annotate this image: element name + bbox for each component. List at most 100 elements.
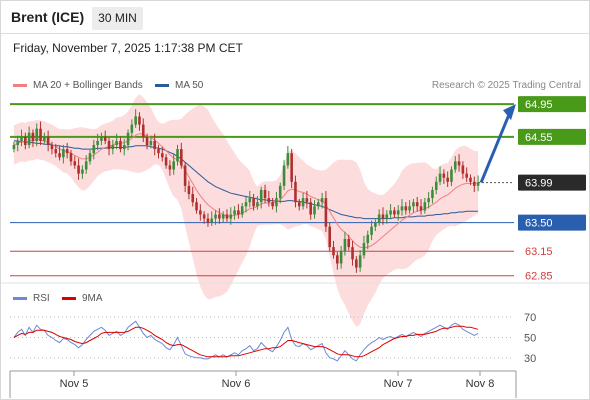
candle-body — [218, 214, 221, 219]
candle-body — [168, 165, 172, 170]
candle-body — [400, 206, 404, 211]
candle-body — [31, 132, 35, 141]
rsi-tick-30: 30 — [524, 353, 536, 365]
level-label-63.15: 63.15 — [525, 246, 553, 258]
candle-body — [69, 153, 73, 162]
candle-body — [472, 181, 476, 186]
candle-body — [336, 255, 339, 264]
candle-body — [278, 185, 282, 199]
candle-body — [115, 140, 118, 146]
candle-body — [138, 116, 141, 125]
candle-body — [153, 140, 156, 150]
candle-body — [237, 210, 240, 215]
rsi-legend-rsi: RSI — [13, 293, 50, 304]
candle-body — [180, 149, 183, 166]
candle-body — [275, 198, 278, 207]
candle-body — [290, 153, 293, 182]
candle-body — [199, 210, 202, 215]
level-label-62.85: 62.85 — [525, 271, 553, 283]
candle-body — [358, 255, 362, 268]
forecast-arrowhead — [503, 104, 516, 121]
candles-group — [12, 109, 480, 273]
candle-body — [389, 210, 392, 215]
candle-body — [476, 182, 480, 186]
candle-body — [453, 161, 457, 170]
candle-body — [374, 222, 377, 227]
candle-body — [35, 128, 39, 141]
candle-body — [434, 181, 438, 190]
candle-body — [415, 202, 419, 207]
candle-body — [412, 202, 415, 207]
candle-body — [256, 202, 259, 207]
candle-body — [393, 210, 396, 215]
candle-body — [233, 210, 236, 215]
candle-body — [446, 177, 449, 182]
candle-body — [248, 198, 252, 203]
candle-body — [457, 161, 461, 166]
rsi-legend-rsi-label: RSI — [33, 293, 50, 304]
candle-body — [442, 173, 446, 178]
candle-body — [408, 206, 411, 211]
level-label-63.99: 63.99 — [525, 178, 553, 190]
candle-body — [263, 189, 267, 199]
candle-body — [427, 198, 430, 203]
candle-body — [145, 136, 149, 146]
copyright-text: Research © 2025 Trading Central — [431, 80, 581, 91]
candle-body — [404, 206, 408, 211]
rsi-legend-rsi-swatch — [13, 296, 27, 300]
candle-body — [183, 165, 187, 186]
candle-body — [305, 198, 309, 203]
candle-body — [229, 214, 233, 219]
candle-body — [362, 243, 366, 256]
forecast-arrow-line — [479, 111, 512, 184]
candle-body — [27, 132, 31, 146]
candle-body — [320, 198, 324, 203]
candle-body — [191, 194, 195, 203]
candle-body — [65, 149, 69, 154]
candle-body — [370, 226, 373, 235]
legend-ma50: MA 50 — [155, 80, 203, 91]
candle-body — [164, 157, 168, 166]
candle-body — [24, 136, 27, 146]
candle-body — [50, 145, 54, 150]
legend-ma50-label: MA 50 — [175, 80, 204, 91]
candle-body — [423, 202, 427, 211]
level-label-box-64.55 — [518, 128, 586, 145]
candle-body — [134, 116, 137, 125]
rsi-line — [13, 320, 479, 362]
candle-body — [81, 169, 84, 174]
candle-body — [297, 202, 301, 207]
legend-ma20-label: MA 20 + Bollinger Bands — [33, 80, 143, 91]
candle-body — [62, 149, 65, 158]
candle-body — [84, 161, 88, 170]
level-label-box-63.99 — [518, 174, 586, 191]
rsi-legend-ma-swatch — [62, 296, 76, 300]
candle-body — [157, 149, 160, 154]
candle-body — [20, 136, 23, 141]
candle-body — [469, 177, 472, 182]
candle-body — [12, 145, 16, 150]
candle-body — [122, 145, 126, 150]
candle-body — [39, 128, 42, 141]
candle-body — [187, 185, 191, 195]
candle-body — [347, 238, 351, 248]
candle-body — [267, 198, 271, 203]
candle-body — [100, 136, 103, 141]
candle-body — [73, 161, 77, 166]
rsi-legend-ma: 9MA — [62, 293, 103, 304]
x-tick-label: Nov 7 — [384, 378, 413, 390]
candle-body — [96, 140, 99, 146]
candle-body — [286, 153, 290, 166]
candle-body — [141, 124, 145, 137]
rsi-tick-50: 50 — [524, 332, 536, 344]
candle-body — [381, 214, 385, 219]
candle-body — [259, 189, 263, 203]
candle-body — [351, 247, 354, 260]
timeframe-button[interactable]: 30 MIN — [92, 7, 143, 30]
candle-body — [214, 214, 217, 219]
candle-body — [202, 214, 206, 219]
candle-body — [339, 251, 343, 264]
candle-body — [58, 153, 61, 158]
